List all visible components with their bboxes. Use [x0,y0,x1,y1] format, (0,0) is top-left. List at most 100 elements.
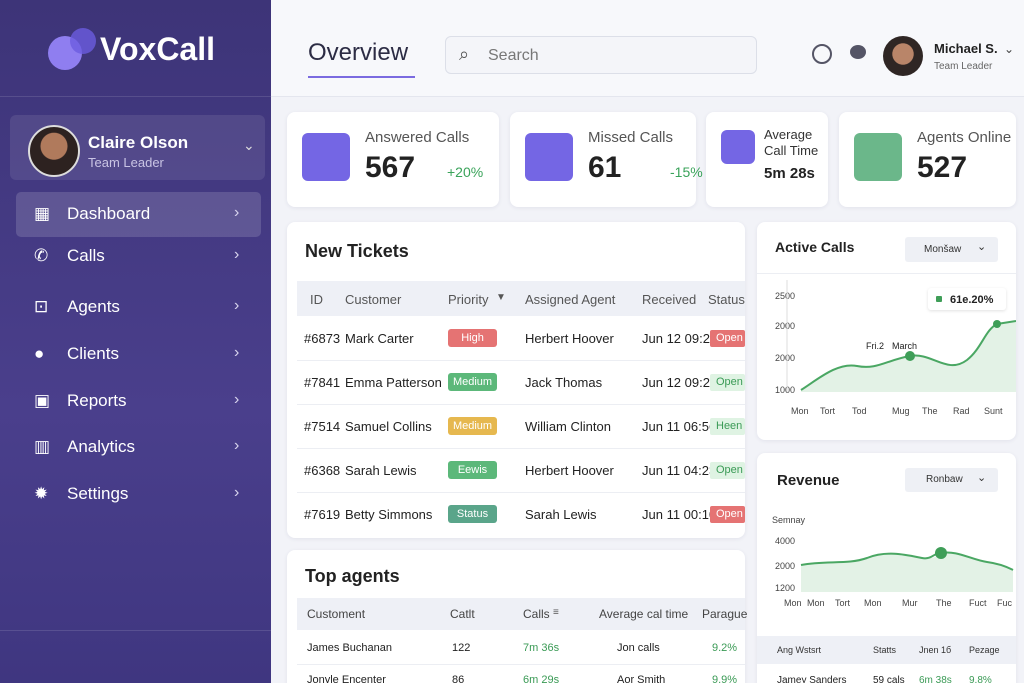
search-icon: ⌕ [459,44,470,64]
nav-label: Agents [67,297,120,316]
cell: 9.9% [712,674,738,683]
dropdown[interactable] [905,237,998,262]
status-label: Open [716,464,743,476]
chevron: ⌄ [243,137,255,153]
status-label: Heen [716,420,743,432]
header-user-name: Michael S. [934,41,998,56]
x-tick-label: Fuc [997,598,1013,608]
nav-chevron: › [234,484,240,501]
header-chevron: ⌄ [1004,42,1015,56]
cell: #7514 [304,419,341,434]
divider [0,96,271,97]
dropdown-chevron: ⌄ [977,472,987,484]
priority-badge [448,373,497,391]
brand: VoxCall [100,31,215,67]
cell: Jun 11 06:56 [642,419,717,434]
nav-item[interactable] [16,427,261,467]
dropdown-chevron: ⌄ [977,241,987,253]
status-label: Open [716,332,743,344]
dropdown[interactable] [905,468,998,492]
y-tick-label: 2000 [775,321,796,331]
nav-item[interactable] [16,381,261,421]
x-tick-label: The [922,406,938,416]
nav-item[interactable] [16,474,261,514]
table-header [297,281,745,316]
priority-label: Medium [452,376,493,388]
priority-badge [448,461,497,479]
cell: 86 [452,674,465,683]
stat-label: Missed Calls [588,129,674,146]
column-header: Priority [448,292,489,307]
status-badge [710,374,745,391]
nav-icon: ✆ [34,246,49,265]
nav-label: Settings [67,484,129,503]
point-label: Fri.2 [866,341,884,351]
cell: 6m 38s [919,675,952,683]
cell: 9.2% [712,642,738,654]
cell: Emma Patterson [345,375,442,390]
nav-chevron: › [234,204,240,221]
search-box[interactable] [445,36,757,74]
nav-item[interactable] [16,236,261,276]
tickets-card [287,222,745,538]
row-divider [297,448,745,449]
cell: William Clinton [525,419,611,434]
column-header: Calls [523,607,550,621]
sidebar [0,0,271,683]
cell: Samuel Collins [345,419,432,434]
cell: James Buchanan [307,642,392,654]
column-header: Jnen 1б [919,645,952,655]
y-tick-label: 1000 [775,385,796,395]
divider [0,630,271,631]
priority-label: Eewis [457,464,488,476]
nav-active-bg [16,192,261,237]
user-name: Claire Olson [88,133,189,152]
stat-icon [302,133,350,181]
annotation-box [928,288,1006,310]
x-tick-label: Mon [791,406,809,416]
nav-label: Dashboard [67,204,151,223]
axis-label: Semnay [772,515,806,525]
nav-label: Clients [67,344,119,363]
nav-chevron: › [234,391,240,408]
stat-icon [525,133,573,181]
annotation-dot [936,296,942,302]
point-label: March [892,341,918,351]
status-badge [710,330,745,347]
search-placeholder: Search [488,47,539,64]
nav-chevron: › [234,297,240,314]
column-header: ID [310,292,323,307]
stat-value: 5m 28s [764,165,815,182]
y-tick-label: 4000 [775,536,796,546]
nav-label: Calls [67,246,105,265]
cell: #6368 [304,463,341,478]
header-user-role: Team Leader [934,61,993,72]
cell: Jun 12 09:21 [642,375,718,390]
download-icon[interactable] [812,44,832,64]
nav-label: Analytics [67,437,136,456]
cell: Jack Thomas [525,375,603,390]
nav-icon: ● [34,344,45,363]
cell: Jun 11 00:10 [642,507,717,522]
cell: Jun 12 09:21 [642,331,718,346]
priority-label: Status [456,508,489,520]
cell: #7619 [304,507,341,522]
stat-change: +20% [447,164,484,180]
nav-item[interactable] [16,334,261,374]
cell: 6m 29s [523,674,560,683]
status-badge [710,418,745,435]
x-tick-label: Mon [784,598,802,608]
chat-icon[interactable] [850,45,866,59]
stat-label: Answered Calls [365,129,470,146]
nav-item[interactable] [16,287,261,327]
page-title: Overview [308,39,409,66]
line-chart [757,280,1017,400]
stat-label: Average Call Time [764,127,819,158]
priority-badge [448,505,497,523]
x-tick-label: Mug [892,406,910,416]
cell: #7841 [304,375,341,390]
row-divider [297,404,745,405]
sort-icon: ▼ [496,292,506,303]
sort-icon: ≡ [553,607,559,618]
stat-label: Agents Online [917,129,1012,146]
